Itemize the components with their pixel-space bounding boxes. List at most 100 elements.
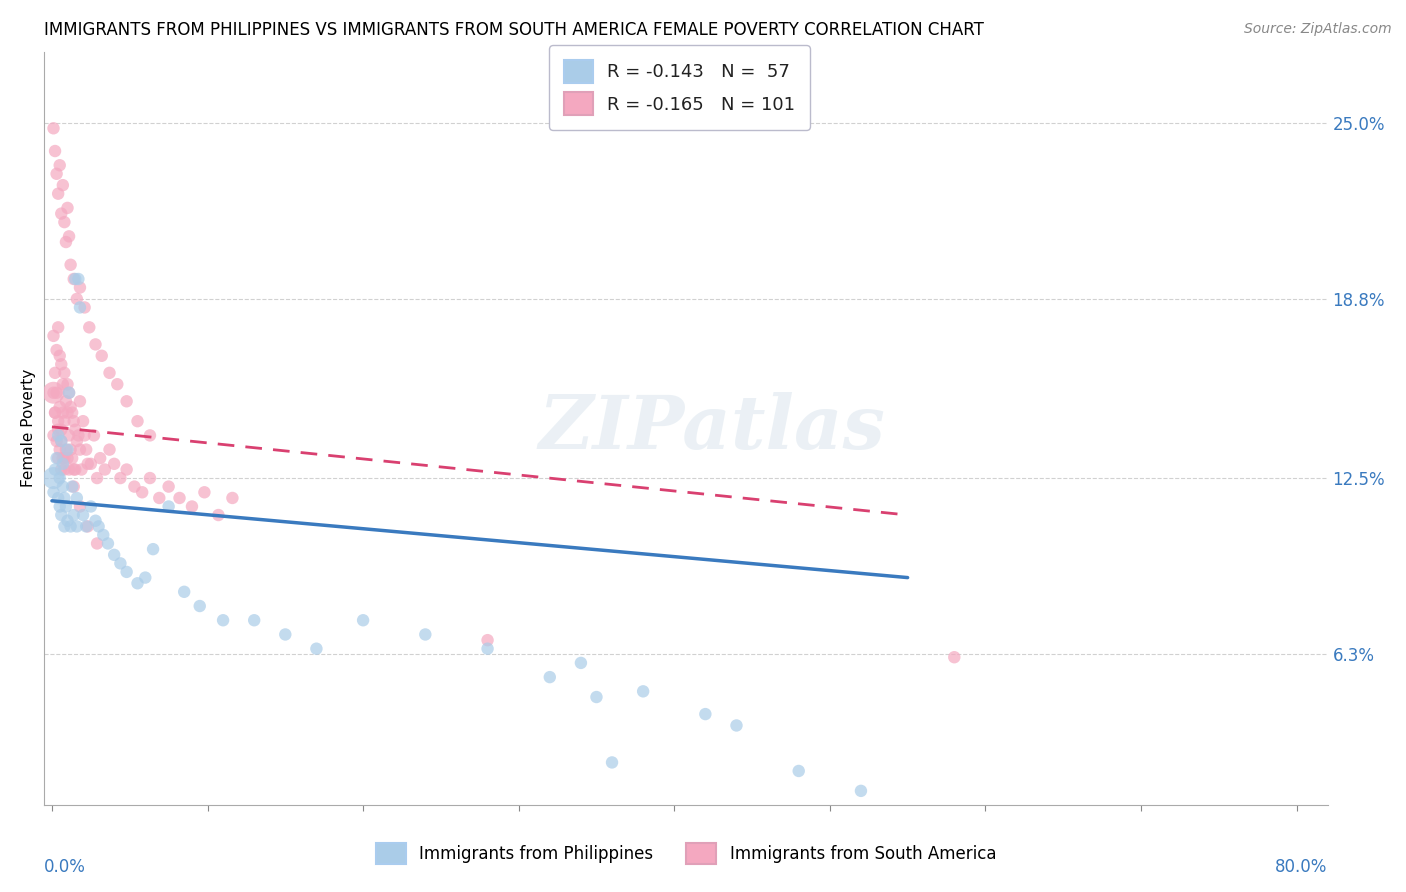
Point (538, 670, 561, 684)
Point (42, 121, 65, 136)
Point (66, 519, 89, 533)
Point (60, 406, 83, 420)
Point (62, 414, 84, 428)
Point (477, 633, 499, 648)
Point (181, 500, 204, 514)
Text: 0.0%: 0.0% (44, 858, 86, 876)
Point (45, 167, 67, 181)
Point (48, 442, 70, 457)
Point (53, 414, 76, 428)
Text: IMMIGRANTS FROM PHILIPPINES VS IMMIGRANTS FROM SOUTH AMERICA FEMALE POVERTY CORR: IMMIGRANTS FROM PHILIPPINES VS IMMIGRANT… (44, 21, 984, 39)
Point (42, 485, 65, 500)
Point (62, 462, 84, 476)
Point (94, 462, 117, 476)
Text: ZIPatlas: ZIPatlas (538, 392, 884, 465)
Point (42, 385, 65, 400)
Point (70, 462, 93, 476)
Point (76, 457, 98, 471)
Point (585, 690, 607, 704)
Point (80, 457, 103, 471)
Point (477, 641, 499, 656)
Point (62, 272, 84, 286)
Point (48, 400, 70, 414)
Point (105, 377, 128, 392)
Point (55, 235, 77, 249)
Point (72, 414, 94, 428)
Point (51, 462, 73, 476)
Point (103, 457, 125, 471)
Point (46, 423, 69, 437)
Point (110, 557, 132, 571)
Point (65, 423, 87, 437)
Point (173, 584, 195, 599)
Point (56, 377, 79, 392)
Point (86, 536, 108, 550)
Point (72, 508, 94, 522)
Point (52, 451, 75, 466)
Point (42, 428, 65, 442)
Point (48, 500, 70, 514)
Point (56, 406, 79, 420)
Point (53, 519, 76, 533)
Point (52, 457, 75, 471)
Point (66, 434, 89, 448)
Point (53, 451, 76, 466)
Point (46, 491, 69, 505)
Point (46, 414, 69, 428)
Point (69, 280, 91, 294)
Point (51, 206, 73, 220)
Point (169, 491, 191, 505)
Point (59, 258, 82, 272)
Point (52, 406, 75, 420)
Point (53, 491, 76, 505)
Point (58, 385, 80, 400)
Point (352, 613, 374, 627)
Text: 80.0%: 80.0% (1275, 858, 1327, 876)
Point (56, 514, 79, 528)
Point (943, 650, 966, 665)
Point (139, 428, 162, 442)
Point (725, 718, 748, 732)
Point (131, 485, 153, 500)
Point (243, 613, 266, 627)
Point (69, 442, 91, 457)
Point (53, 366, 76, 380)
Point (55, 500, 77, 514)
Point (76, 519, 98, 533)
Point (80, 500, 103, 514)
Point (631, 684, 654, 698)
Point (46, 451, 69, 466)
Point (695, 707, 717, 722)
Point (46, 428, 69, 442)
Point (56, 442, 79, 457)
Point (89, 451, 111, 466)
Point (62, 508, 84, 522)
Point (45, 451, 67, 466)
Point (274, 627, 297, 641)
Point (45, 434, 67, 448)
Point (65, 462, 87, 476)
Point (45, 385, 67, 400)
Point (569, 656, 592, 670)
Point (58, 229, 80, 244)
Point (42, 385, 65, 400)
Point (44, 144, 66, 158)
Point (62, 480, 84, 494)
Point (44, 406, 66, 420)
Point (110, 471, 132, 485)
Point (67, 428, 90, 442)
Point (212, 613, 235, 627)
Point (53, 462, 76, 476)
Point (142, 542, 165, 557)
Point (65, 272, 87, 286)
Legend: Immigrants from Philippines, Immigrants from South America: Immigrants from Philippines, Immigrants … (367, 835, 1004, 872)
Point (46, 186, 69, 201)
Point (134, 571, 156, 585)
Point (79, 320, 101, 334)
Point (139, 471, 162, 485)
Point (66, 292, 89, 306)
Point (75, 442, 97, 457)
Point (87, 519, 110, 533)
Point (115, 462, 138, 476)
Point (51, 434, 73, 448)
